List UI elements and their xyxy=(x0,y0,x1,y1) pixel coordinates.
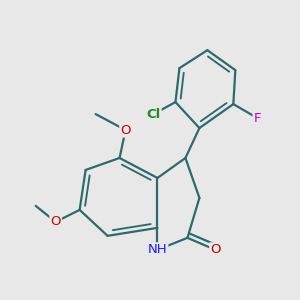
Text: O: O xyxy=(210,243,220,256)
Text: NH: NH xyxy=(148,243,167,256)
Text: F: F xyxy=(254,112,261,124)
Text: O: O xyxy=(120,124,131,136)
Text: Cl: Cl xyxy=(146,108,161,121)
Text: O: O xyxy=(50,215,61,228)
